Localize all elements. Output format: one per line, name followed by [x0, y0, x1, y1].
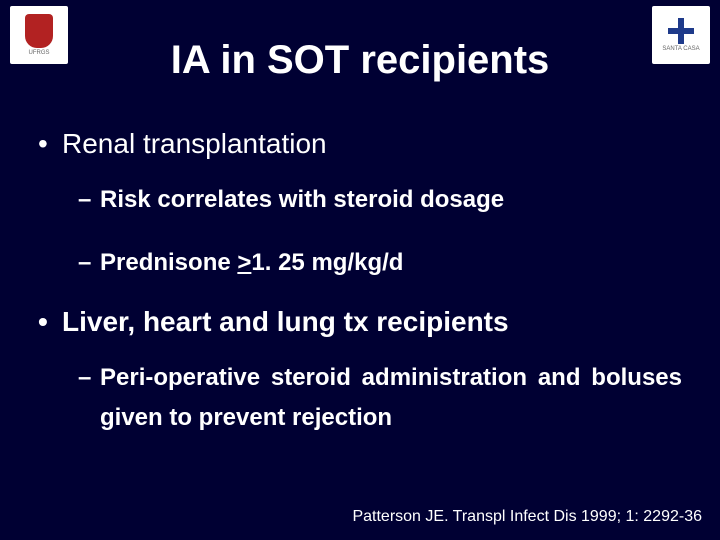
bullet-liver: Liver, heart and lung tx recipients: [38, 306, 682, 338]
slide: UFRGS SANTA CASA IA in SOT recipients Re…: [0, 0, 720, 540]
underlined-text: >: [237, 249, 251, 276]
bullet-risk: Risk correlates with steroid dosage: [38, 180, 682, 221]
bullet-prednisone: Prednisone >1. 25 mg/kg/d: [38, 243, 682, 284]
text: Prednisone: [100, 249, 237, 276]
bullet-perioperative: Peri-operative steroid administration an…: [38, 358, 682, 440]
text: 1. 25 mg/kg/d: [251, 249, 403, 276]
bullet-renal: Renal transplantation: [38, 128, 682, 160]
slide-content: Renal transplantation Risk correlates wi…: [38, 128, 682, 461]
slide-title: IA in SOT recipients: [0, 38, 720, 83]
citation: Patterson JE. Transpl Infect Dis 1999; 1…: [352, 508, 702, 526]
